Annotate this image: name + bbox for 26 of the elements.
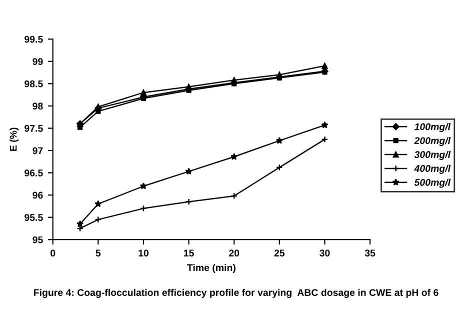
y-axis-title: E (%) [10,128,19,151]
x-tick-label: 5 [96,250,101,256]
x-tick-label: 0 [50,250,56,256]
y-tick-label: 98 [32,102,43,110]
y-tick-label: 95 [32,236,43,244]
y-tick-label: 95.5 [24,214,43,221]
caption: Figure 4: Coag-flocculation efficiency profile for varying ABC dosage in CWE at pH of 6 [34,288,438,298]
legend-label: 200mg/l [414,136,451,146]
y-tick-label: 98.5 [24,80,43,88]
x-tick-label: 15 [184,250,194,256]
y-tick-label: 99 [32,58,43,66]
legend-label: 100mg/l [414,123,451,132]
y-tick-label: 96.5 [24,170,43,176]
x-tick-label: 20 [229,250,240,256]
legend-label: 400mg/l [414,164,451,174]
y-tick-label: 99.5 [24,36,43,43]
x-tick-label: 25 [274,250,285,256]
y-tick-label: 97.5 [24,124,43,132]
x-tick-label: 30 [320,250,330,256]
y-tick-label: 96 [32,192,43,199]
x-tick-label: 35 [364,250,376,256]
x-tick-label: 10 [138,250,148,256]
legend-label: 500mg/l [414,178,451,188]
legend-label: 300mg/l [414,150,451,160]
y-tick-label: 97 [32,147,43,154]
x-axis-title: Time (min) [187,264,236,274]
